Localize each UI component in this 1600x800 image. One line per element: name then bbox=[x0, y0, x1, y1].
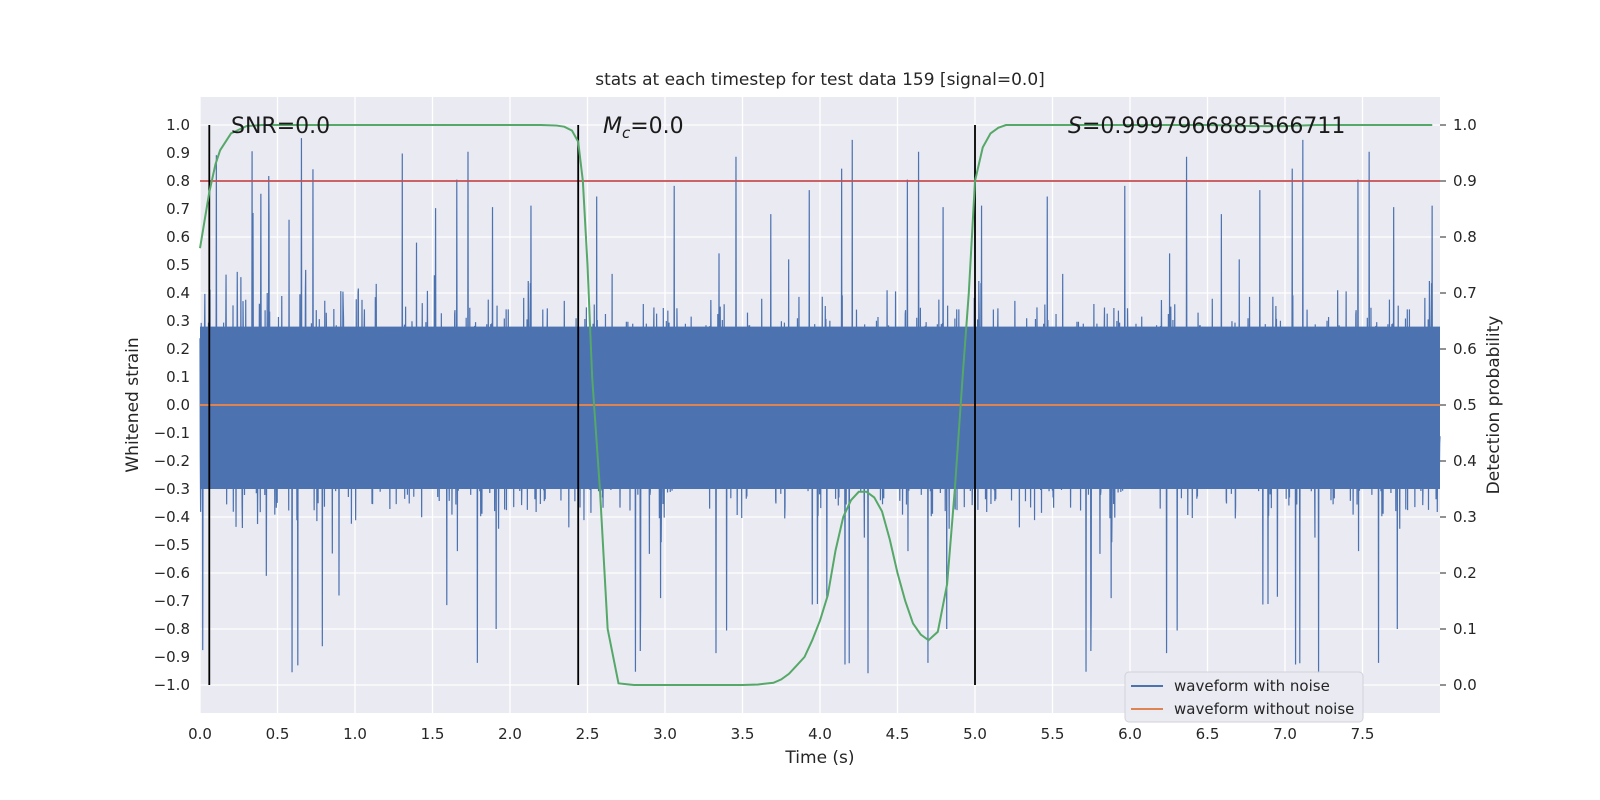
legend-label-noise: waveform with noise bbox=[1174, 677, 1330, 695]
x-tick-label: 1.5 bbox=[421, 725, 445, 743]
legend-label-clean: waveform without noise bbox=[1174, 700, 1354, 718]
y-left-tick-label: −0.2 bbox=[154, 452, 190, 470]
legend: waveform with noise waveform without noi… bbox=[1124, 671, 1364, 723]
y-left-tick-label: −0.1 bbox=[154, 424, 190, 442]
y-left-tick-label: −1.0 bbox=[154, 676, 190, 694]
s-value: =0.9997966885566711 bbox=[1082, 114, 1345, 139]
y-left-tick-label: 0.1 bbox=[166, 368, 190, 386]
x-tick-label: 4.0 bbox=[808, 725, 832, 743]
y-left-axis-ticks: 1.0 0.9 0.8 0.7 0.6 0.5 0.4 0.3 0.2 0.1 0.0 −0.1 −0.… bbox=[154, 116, 190, 694]
y-right-axis-label: Detection probability bbox=[1484, 316, 1504, 495]
y-right-tick-label: 0.5 bbox=[1453, 396, 1477, 414]
chirp-mass-annotation: Mc=0.0 bbox=[603, 114, 684, 142]
y-left-tick-label: 1.0 bbox=[166, 116, 190, 134]
y-left-tick-label: 0.7 bbox=[166, 200, 190, 218]
snr-annotation: SNR=0.0 bbox=[231, 114, 330, 139]
y-right-tick-label: 0.8 bbox=[1453, 228, 1477, 246]
score-annotation: S=0.9997966885566711 bbox=[1068, 114, 1345, 139]
x-tick-label: 6.5 bbox=[1196, 725, 1220, 743]
x-tick-label: 5.0 bbox=[963, 725, 987, 743]
mc-symbol: M bbox=[603, 114, 622, 139]
vertical-markers bbox=[208, 125, 976, 685]
y-right-tick-label: 0.2 bbox=[1453, 564, 1477, 582]
legend-box bbox=[1124, 671, 1364, 723]
x-tick-label: 6.0 bbox=[1118, 725, 1142, 743]
y-left-tick-label: 0.0 bbox=[166, 396, 190, 414]
y-right-tick-label: 1.0 bbox=[1453, 116, 1477, 134]
y-right-tick-label: 0.3 bbox=[1453, 508, 1477, 526]
y-right-tick-label: 0.7 bbox=[1453, 284, 1477, 302]
y-right-tick-label: 0.0 bbox=[1453, 676, 1477, 694]
y-left-tick-label: −0.6 bbox=[154, 564, 190, 582]
y-left-tick-label: 0.3 bbox=[166, 312, 190, 330]
y-left-tick-label: 0.2 bbox=[166, 340, 190, 358]
series-detection-probability bbox=[199, 124, 1433, 686]
y-left-tick-label: 0.8 bbox=[166, 172, 190, 190]
x-tick-label: 4.5 bbox=[886, 725, 910, 743]
y-right-tick-label: 0.9 bbox=[1453, 172, 1477, 190]
y-left-tick-label: −0.3 bbox=[154, 480, 190, 498]
y-left-tick-label: −0.7 bbox=[154, 592, 190, 610]
noise-core-band bbox=[200, 326, 1440, 489]
x-tick-label: 3.0 bbox=[653, 725, 677, 743]
y-right-tick-label: 0.4 bbox=[1453, 452, 1477, 470]
y-left-tick-label: 0.4 bbox=[166, 284, 190, 302]
x-tick-label: 0.0 bbox=[188, 725, 212, 743]
y-right-axis-ticks: 1.0 0.9 0.8 0.7 0.6 0.5 0.4 0.3 0.2 0.1 0.0 bbox=[1440, 116, 1477, 694]
x-tick-label: 7.5 bbox=[1351, 725, 1375, 743]
y-left-tick-label: 0.9 bbox=[166, 144, 190, 162]
x-tick-label: 1.0 bbox=[343, 725, 367, 743]
x-axis-label: Time (s) bbox=[784, 748, 854, 768]
y-left-tick-label: −0.4 bbox=[154, 508, 190, 526]
mc-subscript: c bbox=[622, 124, 631, 142]
y-left-tick-label: −0.8 bbox=[154, 620, 190, 638]
y-left-tick-label: 0.6 bbox=[166, 228, 190, 246]
x-tick-label: 3.5 bbox=[731, 725, 755, 743]
chart-title: stats at each timestep for test data 159… bbox=[595, 70, 1045, 90]
x-tick-label: 2.0 bbox=[498, 725, 522, 743]
x-tick-label: 2.5 bbox=[576, 725, 600, 743]
s-symbol: S bbox=[1068, 114, 1082, 139]
x-tick-label: 0.5 bbox=[266, 725, 290, 743]
y-left-tick-label: −0.5 bbox=[154, 536, 190, 554]
mc-value: =0.0 bbox=[630, 114, 683, 139]
x-axis-ticks: 0.0 0.5 1.0 1.5 2.0 2.5 3.0 3.5 4.0 4.5 5.0 5.5 6.0 6… bbox=[188, 725, 1374, 743]
x-tick-label: 5.5 bbox=[1041, 725, 1065, 743]
y-right-tick-label: 0.6 bbox=[1453, 340, 1477, 358]
y-right-tick-label: 0.1 bbox=[1453, 620, 1477, 638]
y-left-tick-label: 0.5 bbox=[166, 256, 190, 274]
x-tick-label: 7.0 bbox=[1273, 725, 1297, 743]
y-left-tick-label: −0.9 bbox=[154, 648, 190, 666]
y-left-axis-label: Whitened strain bbox=[123, 337, 143, 472]
series-waveform-with-noise bbox=[199, 138, 1441, 674]
